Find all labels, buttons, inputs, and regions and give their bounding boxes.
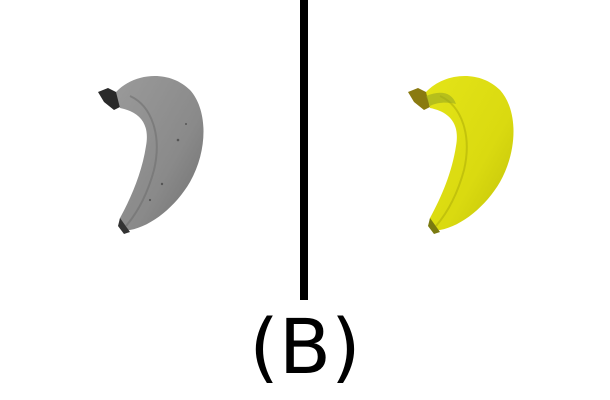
grayscale-banana-body [116, 75, 204, 231]
grayscale-banana-tip [118, 218, 130, 234]
color-banana-body [426, 75, 514, 231]
vertical-divider [300, 0, 308, 300]
figure-caption: (B) [249, 302, 361, 391]
color-banana-shape [408, 75, 514, 234]
color-banana-tip [428, 218, 440, 234]
color-banana-ridge [435, 95, 468, 227]
color-banana-image [408, 75, 514, 234]
grayscale-banana-shape [98, 75, 204, 234]
grayscale-banana-stem [98, 88, 122, 110]
grayscale-banana-ridge [125, 95, 158, 227]
color-banana-stem-green [426, 92, 456, 106]
grayscale-banana-image [98, 75, 204, 234]
color-banana-stem [408, 88, 432, 110]
